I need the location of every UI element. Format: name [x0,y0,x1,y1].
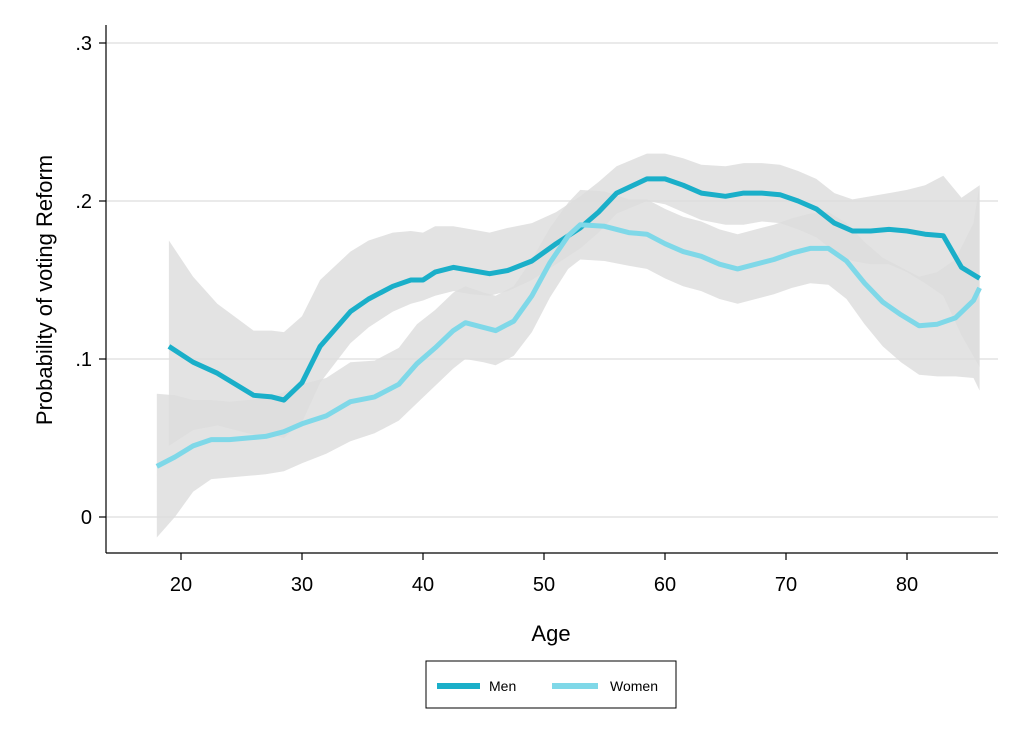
legend-label-men: Men [489,678,516,694]
y-tick-label-3: .3 [75,33,92,55]
legend: Men Women [425,660,677,709]
x-tick-label-1: 30 [291,574,313,596]
x-axis-title: Age [531,621,570,646]
series-line-men [167,176,981,403]
legend-label-women: Women [610,678,658,694]
y-tick-label-1: .1 [75,349,92,371]
confidence-bands [156,153,980,538]
y-tick-label-0: 0 [81,507,92,529]
x-tick-label-6: 80 [896,574,918,596]
y-tick-label-2: .2 [75,191,92,213]
confidence-band-women [156,185,980,538]
x-tick-label-4: 60 [654,574,676,596]
y-axis-title: Probability of voting Reform [32,155,57,425]
series-line-women [155,222,982,469]
x-tick-label-0: 20 [170,574,192,596]
x-tick-label-2: 40 [412,574,434,596]
x-tick-label-3: 50 [533,574,555,596]
axes: 0 .1 .2 .3 20 30 40 50 60 70 80 [75,25,998,596]
x-tick-label-5: 70 [775,574,797,596]
series-lines [155,176,982,469]
